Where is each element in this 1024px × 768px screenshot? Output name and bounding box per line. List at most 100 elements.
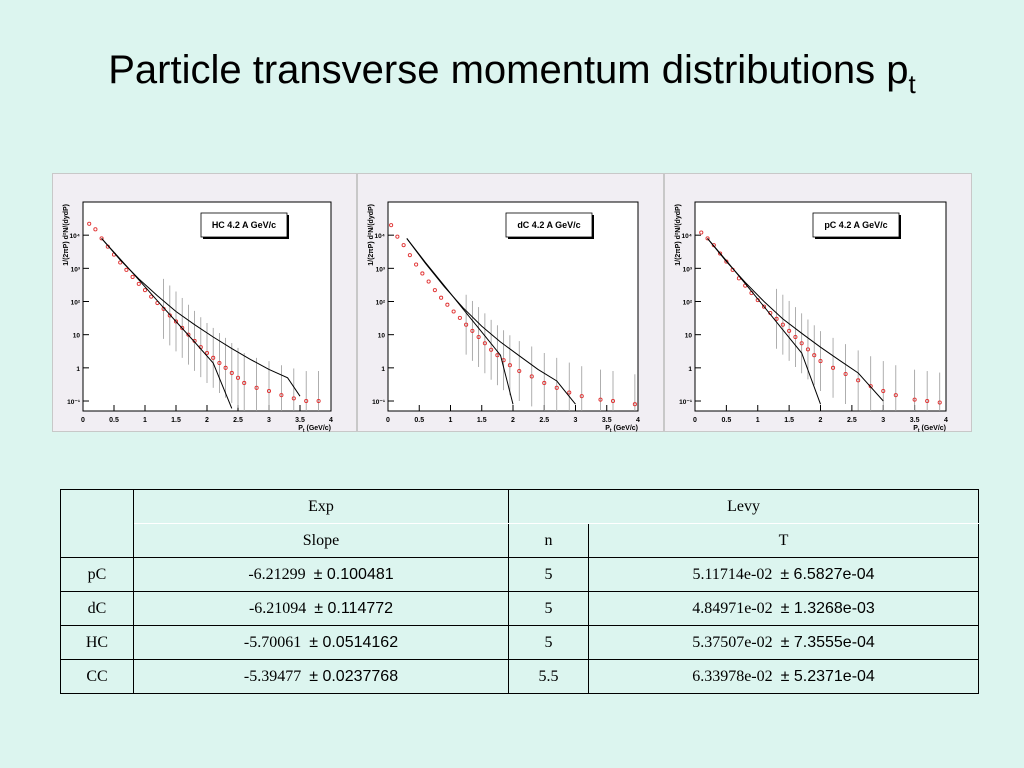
x-tick-label: 2.5 — [233, 417, 243, 424]
data-point — [445, 302, 450, 307]
x-tick-label: 0.5 — [722, 417, 732, 424]
chart-panel-pc: 0 0.5 1 1.5 2 2.5 3 3.5 4 10⁻¹ 1 10 10² 10³ 10⁴ Pt (GeV… — [664, 173, 972, 433]
x-tick-label: 4 — [636, 417, 640, 424]
y-tick-label: 10⁴ — [375, 233, 385, 240]
table-header-row-2: Slope n T — [61, 523, 979, 558]
chart-panel-dc: 0 0.5 1 1.5 2 2.5 3 3.5 4 10⁻¹ 1 10 10² 10³ 10⁴ Pt (GeV… — [357, 173, 664, 433]
n-cell: 5 — [508, 557, 589, 592]
x-tick-label: 2 — [205, 417, 209, 424]
row-label: CC — [60, 659, 134, 694]
x-axis-label: Pt (GeV/c) — [605, 425, 638, 433]
legend-box — [812, 212, 900, 238]
chart-dc: 0 0.5 1 1.5 2 2.5 3 3.5 4 10⁻¹ 1 10 10² 10³ 10⁴ Pt (GeV… — [368, 201, 640, 433]
data-point — [235, 375, 241, 380]
y-tick-label: 10⁻¹ — [372, 399, 385, 406]
slope-cell: -5.70061 ± 0.0514162 — [133, 625, 509, 660]
y-axis-label: 1/(2πP) d²N/(dydP) — [63, 204, 70, 266]
slope-error: ± 0.0237768 — [309, 667, 399, 685]
y-tick-label: 10⁻¹ — [679, 399, 692, 406]
data-point — [266, 388, 272, 394]
header-t: T — [588, 523, 979, 558]
data-point — [830, 365, 836, 370]
x-tick-label: 3.5 — [602, 417, 612, 424]
y-tick-label: 10 — [73, 333, 81, 340]
data-point — [180, 325, 185, 330]
x-tick-label: 3 — [574, 417, 578, 424]
data-point — [893, 393, 898, 398]
chart-panel-hc: 0 0.5 1 1.5 2 2.5 3 3.5 4 10⁻¹ 1 10 10² 10³ 10⁴ Pt (GeV… — [52, 173, 357, 433]
exp-fit-line — [406, 238, 514, 405]
data-point — [476, 334, 481, 340]
header-exp: Exp — [133, 489, 509, 524]
data-point — [598, 397, 603, 402]
data-point — [470, 328, 475, 333]
data-point — [780, 322, 785, 327]
slope-cell: -6.21094 ± 0.114772 — [133, 591, 509, 626]
chart-pc: 0 0.5 1 1.5 2 2.5 3 3.5 4 10⁻¹ 1 10 10² 10³ 10⁴ Pt (GeV… — [675, 201, 948, 433]
chart-hc: 0 0.5 1 1.5 2 2.5 3 3.5 4 10⁻¹ 1 10 10² 10³ 10⁴ Pt (GeV… — [63, 201, 333, 433]
slope-error: ± 0.114772 — [314, 599, 394, 617]
header-n: n — [508, 523, 589, 558]
x-axis-label-unit: (GeV/c) — [612, 425, 638, 432]
x-tick-label: 4 — [944, 417, 948, 424]
t-error: ± 6.5827e-04 — [780, 565, 875, 583]
data-point — [136, 281, 141, 286]
t-value: 5.11714e-02 — [692, 565, 773, 583]
x-axis-label-unit: (GeV/c) — [920, 425, 946, 432]
y-tick-label: 10 — [685, 333, 693, 340]
slope-value: -6.21299 — [248, 565, 306, 583]
data-point — [793, 334, 798, 340]
header-levy: Levy — [508, 489, 979, 524]
x-tick-label: 0 — [693, 417, 697, 424]
x-axis-label-sub: t — [610, 428, 612, 433]
legend-label: HC 4.2 A GeV/c — [212, 220, 276, 230]
data-point — [517, 369, 522, 374]
x-tick-label: 2 — [511, 417, 515, 424]
t-cell: 5.37507e-02 ± 7.3555e-04 — [588, 625, 979, 660]
x-axis-label-sub: t — [303, 428, 305, 433]
data-point — [925, 398, 930, 404]
row-label: pC — [60, 557, 134, 592]
x-axis-label-sub: t — [918, 428, 920, 433]
x-tick-label: 2.5 — [847, 417, 857, 424]
data-point — [843, 372, 848, 377]
slope-value: -5.39477 — [243, 667, 302, 685]
data-point — [407, 253, 412, 258]
data-point — [99, 236, 104, 241]
data-point — [142, 288, 148, 293]
data-point — [93, 227, 98, 232]
data-point — [805, 347, 810, 352]
exp-fit-line — [707, 238, 821, 405]
slope-value: -6.21094 — [248, 599, 307, 617]
data-point — [495, 353, 500, 358]
slope-cell: -5.39477 ± 0.0237768 — [133, 659, 509, 694]
data-point — [881, 388, 886, 394]
data-point — [856, 378, 861, 383]
slide-title: Particle transverse momentum distributio… — [0, 48, 1024, 100]
x-tick-label: 0.5 — [414, 417, 424, 424]
data-point — [489, 347, 494, 352]
data-point — [401, 243, 406, 248]
data-point — [774, 316, 779, 321]
x-axis-label-main: P — [913, 425, 918, 432]
legend-label: pC 4.2 A GeV/c — [824, 220, 887, 230]
x-tick-label: 2 — [819, 417, 823, 424]
x-tick-label: 1 — [449, 417, 453, 424]
data-point — [204, 350, 210, 356]
data-point — [457, 315, 462, 320]
y-tick-label: 10³ — [683, 266, 693, 273]
data-point — [229, 370, 234, 376]
n-cell: 5 — [508, 625, 589, 660]
data-point — [699, 230, 704, 235]
y-tick-label: 1 — [688, 366, 692, 373]
data-point — [414, 262, 419, 267]
x-tick-label: 3 — [267, 417, 271, 424]
x-tick-label: 4 — [329, 417, 333, 424]
legend-label: dC 4.2 A GeV/c — [517, 220, 580, 230]
x-axis-label: Pt (GeV/c) — [298, 425, 331, 433]
data-point — [439, 295, 444, 300]
n-cell: 5 — [508, 591, 589, 626]
header-slope: Slope — [133, 523, 509, 558]
table-row: HC -5.70061 ± 0.0514162 5 5.37507e-02 ± … — [60, 625, 979, 660]
x-tick-label: 1 — [756, 417, 760, 424]
